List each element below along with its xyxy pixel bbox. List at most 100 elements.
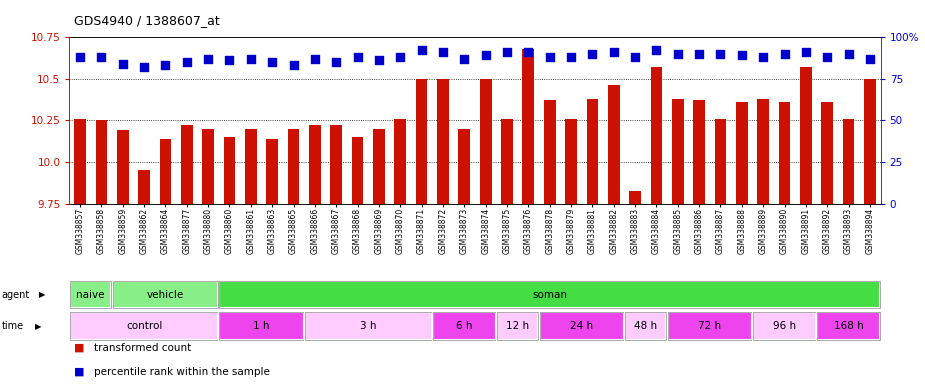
Point <box>671 50 685 56</box>
Point <box>457 56 472 62</box>
Bar <box>305 312 432 340</box>
Text: 96 h: 96 h <box>773 321 796 331</box>
Bar <box>753 312 816 340</box>
Bar <box>523 48 535 204</box>
Point <box>649 47 664 53</box>
Bar <box>864 79 876 204</box>
Text: 12 h: 12 h <box>506 321 529 331</box>
Bar <box>70 312 218 340</box>
Bar <box>117 131 129 204</box>
Point <box>137 64 152 70</box>
Bar <box>352 137 364 204</box>
Bar <box>203 129 214 204</box>
Bar <box>539 312 623 340</box>
Text: 48 h: 48 h <box>635 321 658 331</box>
Bar <box>309 126 321 204</box>
Bar <box>817 312 880 340</box>
Text: ▶: ▶ <box>35 321 42 331</box>
Bar <box>608 85 620 204</box>
Text: vehicle: vehicle <box>147 290 184 300</box>
Point <box>372 57 387 63</box>
Bar <box>415 79 427 204</box>
Point <box>351 54 365 60</box>
Bar <box>817 312 880 340</box>
Bar <box>138 170 150 204</box>
Bar <box>736 102 747 204</box>
Text: naive: naive <box>77 290 105 300</box>
Point <box>542 54 557 60</box>
Bar <box>758 99 769 204</box>
Point <box>73 54 88 60</box>
Point <box>116 61 130 67</box>
Bar <box>672 99 684 204</box>
Bar <box>544 100 556 204</box>
Point <box>862 56 877 62</box>
Point <box>777 50 792 56</box>
Point <box>265 59 279 65</box>
Point <box>628 54 643 60</box>
Point <box>692 50 707 56</box>
Bar <box>586 99 598 204</box>
Bar <box>373 129 385 204</box>
Text: percentile rank within the sample: percentile rank within the sample <box>94 367 270 377</box>
Text: soman: soman <box>532 290 567 300</box>
Bar <box>219 281 880 308</box>
Bar <box>70 281 111 308</box>
Point <box>328 59 343 65</box>
Point <box>563 54 578 60</box>
Bar <box>693 100 705 204</box>
Bar <box>565 119 577 204</box>
Point <box>243 56 258 62</box>
Bar <box>394 119 406 204</box>
Point <box>734 52 749 58</box>
Bar <box>438 79 449 204</box>
Bar <box>625 312 667 340</box>
Point <box>713 50 728 56</box>
Text: 168 h: 168 h <box>833 321 863 331</box>
Bar <box>539 312 623 340</box>
Bar <box>497 312 538 340</box>
Point <box>756 54 771 60</box>
Text: 6 h: 6 h <box>456 321 473 331</box>
Bar <box>753 312 816 340</box>
Bar <box>219 312 303 340</box>
Bar <box>459 129 470 204</box>
Bar <box>305 312 432 340</box>
Point <box>436 49 450 55</box>
Point <box>286 62 301 68</box>
Point <box>478 52 493 58</box>
Text: 24 h: 24 h <box>570 321 593 331</box>
Point <box>307 56 322 62</box>
Bar <box>70 312 218 340</box>
Point <box>222 57 237 63</box>
Point <box>521 49 536 55</box>
Bar <box>629 190 641 204</box>
Bar <box>219 312 303 340</box>
Bar <box>821 102 833 204</box>
Bar <box>433 312 496 340</box>
Bar <box>668 312 752 340</box>
Bar <box>843 119 855 204</box>
Point <box>585 50 599 56</box>
Bar <box>501 119 512 204</box>
Point <box>414 47 429 53</box>
Point <box>94 54 109 60</box>
Bar <box>480 79 491 204</box>
Bar <box>160 139 171 204</box>
Bar <box>668 312 752 340</box>
Point <box>179 59 194 65</box>
Bar <box>95 121 107 204</box>
Bar <box>74 119 86 204</box>
Bar <box>224 137 235 204</box>
Bar <box>219 281 880 308</box>
Text: ■: ■ <box>74 343 84 353</box>
Text: ▶: ▶ <box>39 290 45 299</box>
Bar <box>497 312 538 340</box>
Point <box>201 56 216 62</box>
Text: transformed count: transformed count <box>94 343 191 353</box>
Bar <box>245 129 257 204</box>
Point <box>798 49 813 55</box>
Bar <box>70 281 111 308</box>
Text: agent: agent <box>2 290 31 300</box>
Text: time: time <box>2 321 24 331</box>
